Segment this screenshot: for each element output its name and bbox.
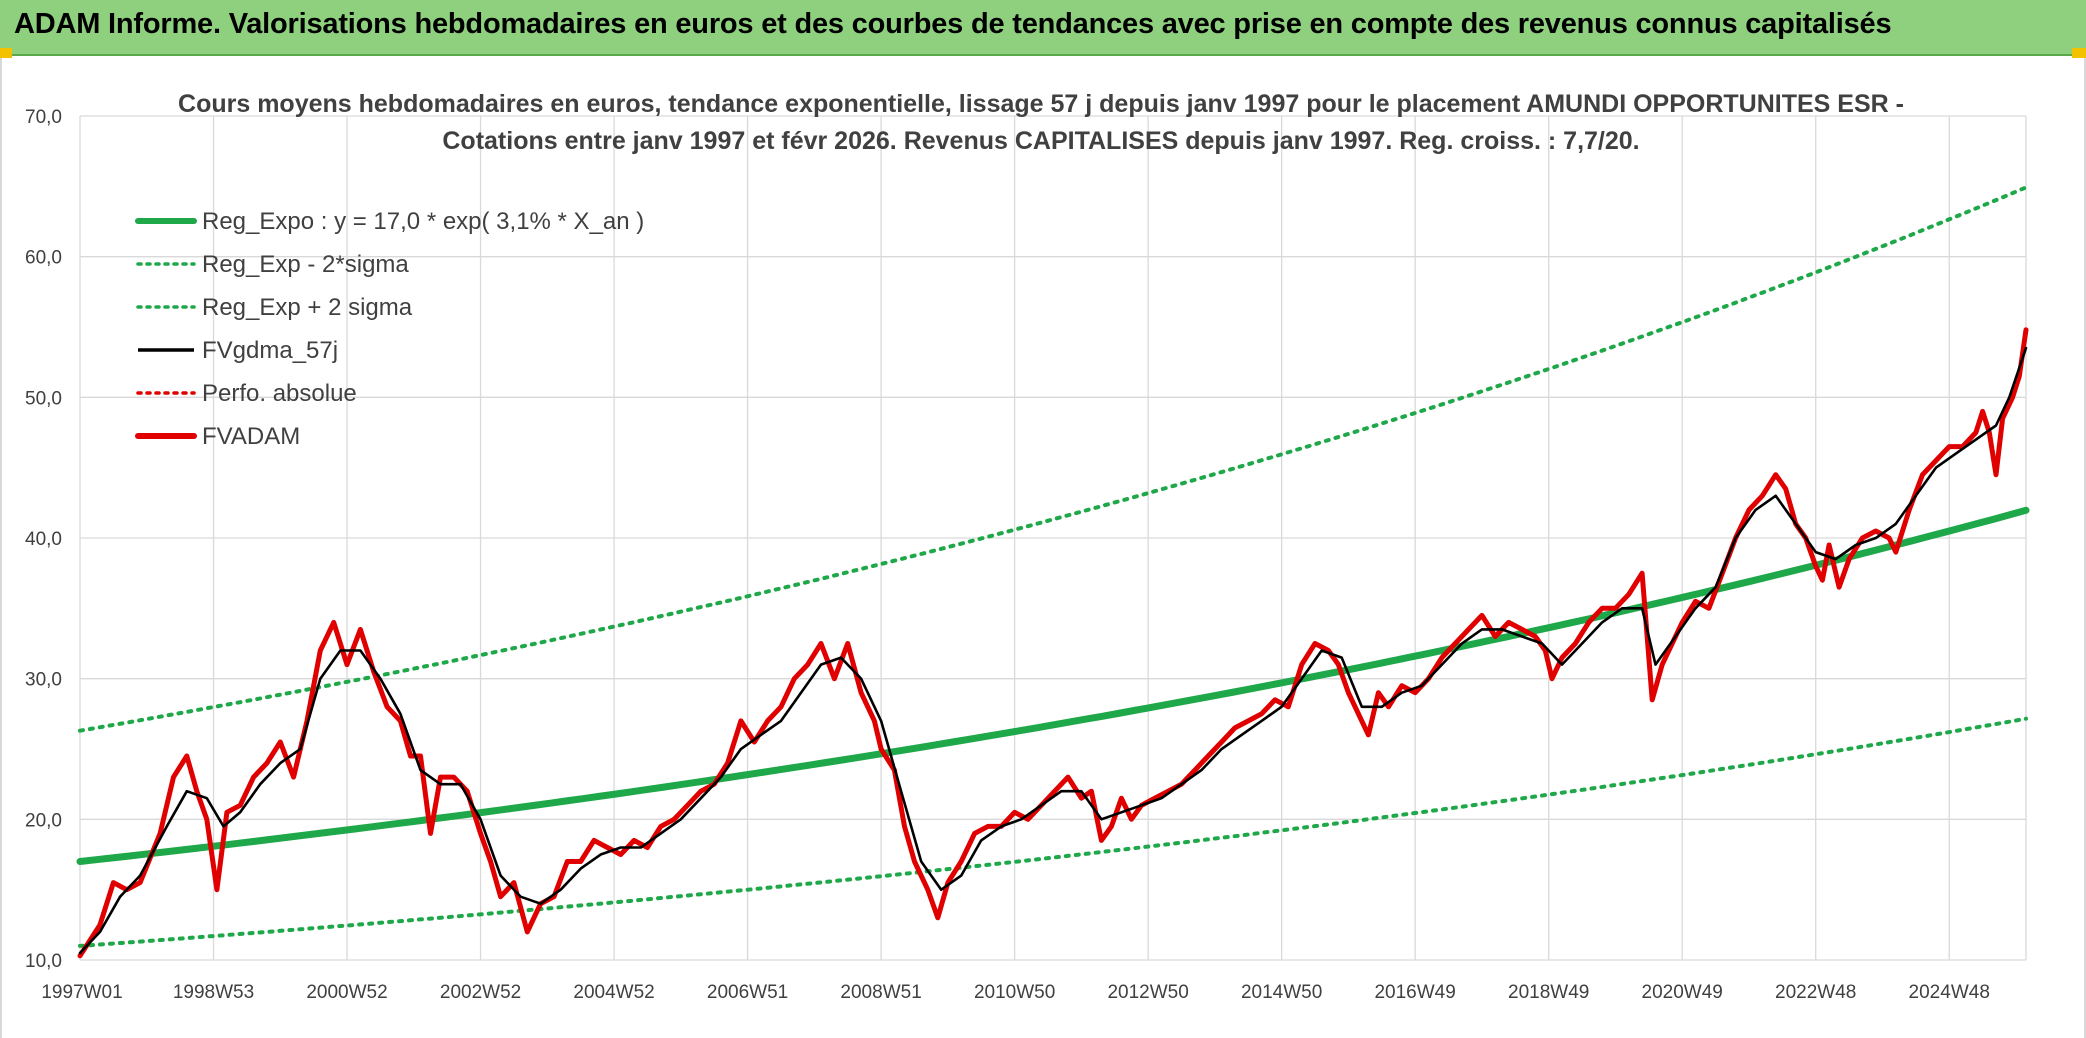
legend-label: Reg_Exp + 2 sigma <box>202 294 413 321</box>
x-tick-label: 2014W50 <box>1241 982 1322 1003</box>
y-tick-label: 10,0 <box>25 951 62 972</box>
reg-expo-line <box>76 506 2030 865</box>
legend-label: Reg_Expo : y = 17,0 * exp( 3,1% * X_an ) <box>202 208 644 235</box>
x-tick-label: 2012W50 <box>1107 982 1188 1003</box>
series-group <box>76 185 2030 959</box>
gridlines <box>79 115 2027 961</box>
banner-corner-left <box>0 48 12 58</box>
report-banner: ADAM Informe. Valorisations hebdomadaire… <box>0 0 2086 58</box>
y-tick-label: 20,0 <box>25 810 62 831</box>
y-tick-label: 70,0 <box>25 107 62 128</box>
legend-label: FVgdma_57j <box>202 337 338 364</box>
fvadam-line <box>77 327 2029 959</box>
legend: Reg_Expo : y = 17,0 * exp( 3,1% * X_an )… <box>135 208 644 450</box>
chart-title-line-2: Cotations entre janv 1997 et févr 2026. … <box>442 127 1639 155</box>
banner-corner-right <box>2072 48 2086 58</box>
x-tick-label: 2010W50 <box>974 982 1055 1003</box>
chart-frame <box>0 58 2086 1038</box>
y-tick-label: 50,0 <box>25 388 62 409</box>
x-tick-label: 2008W51 <box>840 982 921 1003</box>
report-title: ADAM Informe. Valorisations hebdomadaire… <box>14 8 1892 40</box>
y-tick-label: 30,0 <box>25 670 62 691</box>
reg-exp-plus-2sigma-line <box>78 185 2028 733</box>
reg-exp-minus-2sigma-line <box>78 716 2028 948</box>
x-tick-label: 2006W51 <box>707 982 788 1003</box>
y-tick-label: 60,0 <box>25 248 62 269</box>
chart-title-line-1: Cours moyens hebdomadaires en euros, ten… <box>178 90 1904 118</box>
legend-label: Reg_Exp - 2*sigma <box>202 251 409 278</box>
x-tick-label: 2024W48 <box>1909 982 1990 1003</box>
x-tick-label: 1997W01 <box>41 982 122 1003</box>
x-tick-label: 2002W52 <box>440 982 521 1003</box>
legend-label: Perfo. absolue <box>202 380 357 407</box>
x-axis: 1997W01 1998W53 2000W52 2002W52 2004W52 2006W… <box>41 982 1990 1003</box>
legend-label: FVADAM <box>202 423 300 450</box>
x-tick-label: 1998W53 <box>173 982 254 1003</box>
x-tick-label: 2020W49 <box>1642 982 1723 1003</box>
y-axis: 10,0 20,0 30,0 40,0 50,0 60,0 70,0 <box>25 107 62 972</box>
x-tick-label: 2022W48 <box>1775 982 1856 1003</box>
x-tick-label: 2016W49 <box>1374 982 1455 1003</box>
x-tick-label: 2004W52 <box>573 982 654 1003</box>
x-tick-label: 2000W52 <box>306 982 387 1003</box>
y-tick-label: 40,0 <box>25 529 62 550</box>
x-tick-label: 2018W49 <box>1508 982 1589 1003</box>
fvgdma-57j-line <box>78 346 2028 955</box>
